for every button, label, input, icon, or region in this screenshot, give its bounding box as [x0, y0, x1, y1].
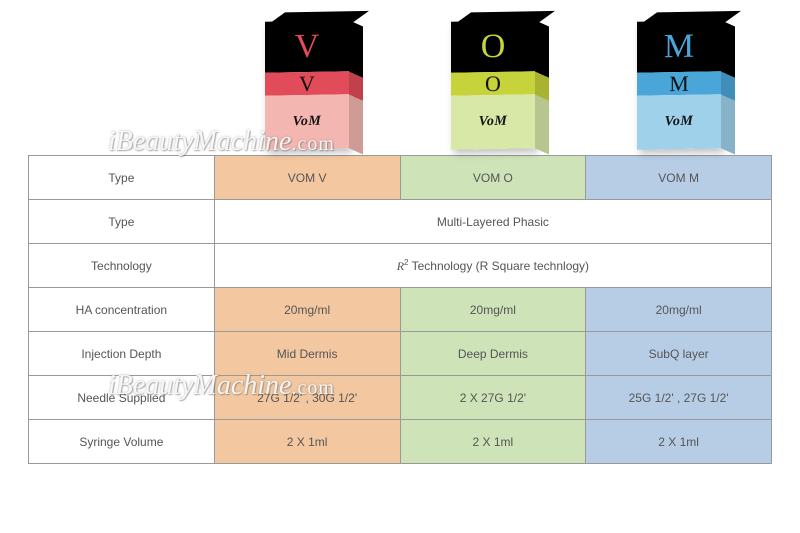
row-technology: Technology R2 Technology (R Square techn…	[29, 244, 772, 288]
box-top-letter: O	[481, 27, 506, 65]
header-row: Type VOM V VOM O VOM M	[29, 156, 772, 200]
row-label: Syringe Volume	[29, 420, 215, 464]
page: V V VoM O O VoM M M VoM	[0, 0, 800, 484]
product-box-o: O O VoM	[451, 20, 535, 149]
cell-m: 2 X 1ml	[586, 420, 772, 464]
box-mid-letter: O	[485, 71, 501, 97]
row-depth: Injection Depth Mid Dermis Deep Dermis S…	[29, 332, 772, 376]
product-box-row: V V VoM O O VoM M M VoM	[28, 10, 772, 155]
row-label: HA concentration	[29, 288, 215, 332]
row-label: Technology	[29, 244, 215, 288]
cell-o: 2 X 1ml	[400, 420, 586, 464]
header-v: VOM V	[214, 156, 400, 200]
box-brand: VoM	[479, 114, 508, 131]
spec-table: Type VOM V VOM O VOM M Type Multi-Layere…	[28, 155, 772, 464]
header-label: Type	[29, 156, 215, 200]
product-box-cell-v: V V VoM	[214, 21, 400, 149]
cell-m: 20mg/ml	[586, 288, 772, 332]
box-top-letter: V	[295, 27, 320, 65]
box-top-letter: M	[664, 27, 694, 66]
cell-v: 20mg/ml	[214, 288, 400, 332]
row-span-value: R2 Technology (R Square technlogy)	[214, 244, 771, 288]
row-type: Type Multi-Layered Phasic	[29, 200, 772, 244]
box-brand: VoM	[293, 114, 322, 131]
header-o: VOM O	[400, 156, 586, 200]
cell-m: 25G 1/2' , 27G 1/2'	[586, 376, 772, 420]
box-mid-letter: M	[669, 71, 689, 97]
box-mid-letter: V	[299, 71, 315, 97]
product-box-cell-m: M M VoM	[586, 21, 772, 149]
cell-o: 2 X 27G 1/2'	[400, 376, 586, 420]
cell-v: 2 X 1ml	[214, 420, 400, 464]
row-needle: Needle Supplied 27G 1/2' , 30G 1/2' 2 X …	[29, 376, 772, 420]
product-box-v: V V VoM	[265, 20, 349, 149]
product-box-m: M M VoM	[637, 20, 721, 149]
cell-m: SubQ layer	[586, 332, 772, 376]
header-m: VOM M	[586, 156, 772, 200]
row-ha: HA concentration 20mg/ml 20mg/ml 20mg/ml	[29, 288, 772, 332]
cell-o: 20mg/ml	[400, 288, 586, 332]
cell-v: Mid Dermis	[214, 332, 400, 376]
cell-v: 27G 1/2' , 30G 1/2'	[214, 376, 400, 420]
product-box-cell-o: O O VoM	[400, 21, 586, 149]
box-brand: VoM	[665, 114, 694, 131]
row-syringe: Syringe Volume 2 X 1ml 2 X 1ml 2 X 1ml	[29, 420, 772, 464]
row-label: Injection Depth	[29, 332, 215, 376]
cell-o: Deep Dermis	[400, 332, 586, 376]
row-span-value: Multi-Layered Phasic	[214, 200, 771, 244]
row-label: Needle Supplied	[29, 376, 215, 420]
row-label: Type	[29, 200, 215, 244]
